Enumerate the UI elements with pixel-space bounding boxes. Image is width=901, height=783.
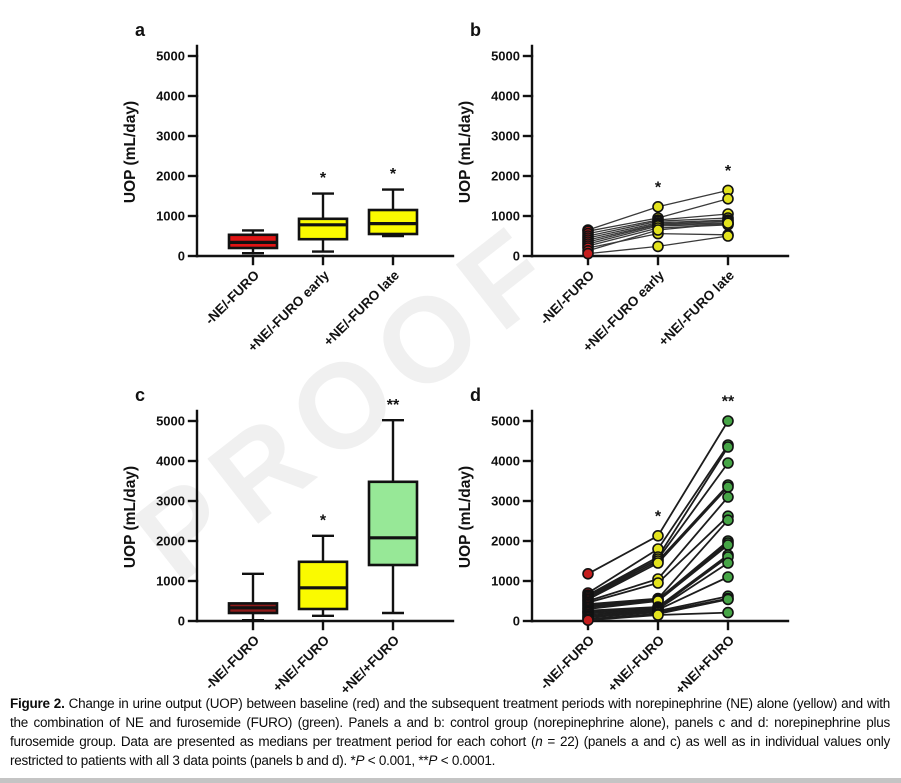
caption-segment: = 22) (panels a and c) as well as in ind… xyxy=(10,734,890,769)
data-point xyxy=(722,415,734,427)
y-tick-label: 5000 xyxy=(156,49,185,64)
y-tick-label: 1000 xyxy=(491,574,520,589)
y-tick-label: 2000 xyxy=(156,169,185,184)
data-point xyxy=(652,530,664,542)
significance-star: * xyxy=(655,179,662,196)
panel-c-letter: c xyxy=(135,385,146,405)
data-point xyxy=(722,571,734,583)
panel-d-chart: 0 1000 2000 3000 4000 5000 UOP (mL/day) -NE/-FU… xyxy=(457,394,790,698)
panel-c: c 0 1000 2000 3000 4000 5000 UOP (mL/day) -NE/-… xyxy=(105,371,565,716)
caption-segment: P xyxy=(428,753,438,769)
y-tick-label: 0 xyxy=(513,614,520,629)
box-c-2: ** xyxy=(367,397,419,615)
caption-segment: < 0.0001. xyxy=(437,753,496,769)
y-tick-label: 3000 xyxy=(491,494,520,509)
data-point xyxy=(582,568,594,580)
y-tick-label: 5000 xyxy=(491,414,520,429)
y-tick-label: 2000 xyxy=(491,169,520,184)
y-tick-label: 2000 xyxy=(491,534,520,549)
y-axis-label: UOP (mL/day) xyxy=(457,466,474,568)
panel-b-chart: 0 1000 2000 3000 4000 5000 UOP (mL/day) -NE/-FU… xyxy=(457,44,790,355)
x-tick-label: -NE/-FURO xyxy=(537,268,597,328)
significance-star: ** xyxy=(722,394,735,411)
significance-star: * xyxy=(390,166,397,183)
x-tick-label: +NE/+FURO xyxy=(672,633,737,698)
y-tick-label: 4000 xyxy=(491,454,520,469)
significance-star: * xyxy=(725,163,732,180)
significance-star: * xyxy=(320,170,327,187)
data-point xyxy=(652,201,664,213)
data-point xyxy=(652,557,664,569)
y-tick-label: 2000 xyxy=(156,534,185,549)
y-tick-label: 5000 xyxy=(491,49,520,64)
panel-b-letter: b xyxy=(470,20,481,40)
y-tick-label: 0 xyxy=(178,249,185,264)
y-tick-label: 0 xyxy=(513,249,520,264)
x-tick-label: +NE/-FURO xyxy=(270,633,332,695)
y-tick-label: 4000 xyxy=(491,89,520,104)
y-tick-label: 1000 xyxy=(491,209,520,224)
data-point xyxy=(722,217,734,229)
y-axis-label: UOP (mL/day) xyxy=(122,101,139,203)
box-a-0 xyxy=(227,229,279,255)
x-tick-label: -NE/-FURO xyxy=(202,633,262,693)
data-point xyxy=(582,247,594,260)
data-point xyxy=(722,593,734,606)
data-point xyxy=(722,481,734,493)
caption-segment: Change in urine output (UOP) between bas… xyxy=(10,696,891,750)
box-a-2: * xyxy=(367,166,419,238)
y-tick-label: 1000 xyxy=(156,209,185,224)
data-point xyxy=(722,230,734,242)
caption-segment: < 0.001, ** xyxy=(364,753,429,769)
x-tick-label: -NE/-FURO xyxy=(202,268,262,328)
panel-a: a 0 1000 2000 3000 4000 5000 UOP (mL/day) -NE/-… xyxy=(105,6,565,355)
data-point xyxy=(652,240,664,253)
y-tick-label: 3000 xyxy=(491,129,520,144)
data-point xyxy=(722,457,734,469)
data-point xyxy=(722,491,734,503)
panel-b: b 0 1000 2000 3000 4000 5000 UOP (mL/day) -NE/-… xyxy=(440,6,900,355)
x-tick-label: +NE/-FURO xyxy=(605,633,667,695)
caption-segment: P xyxy=(355,753,365,769)
data-point xyxy=(652,224,664,236)
x-tick-label: -NE/-FURO xyxy=(537,633,597,693)
data-point xyxy=(722,514,734,526)
significance-star: * xyxy=(655,508,662,525)
x-tick-label: +NE/-FURO late xyxy=(321,267,403,349)
panel-d-letter: d xyxy=(470,385,481,405)
y-axis-label: UOP (mL/day) xyxy=(122,466,139,568)
box-c-0 xyxy=(227,572,279,622)
y-tick-label: 0 xyxy=(178,614,185,629)
y-tick-label: 4000 xyxy=(156,454,185,469)
data-point xyxy=(722,539,734,551)
page-bottom-edge xyxy=(0,778,901,783)
data-point xyxy=(652,577,664,589)
figure-caption: Figure 2. Change in urine output (UOP) b… xyxy=(10,694,890,771)
panel-a-letter: a xyxy=(135,20,146,40)
y-tick-label: 5000 xyxy=(156,414,185,429)
y-tick-label: 1000 xyxy=(156,574,185,589)
data-point xyxy=(722,441,734,453)
figure-2: a 0 1000 2000 3000 4000 5000 UOP (mL/day) -NE/-… xyxy=(105,6,900,697)
y-axis-label: UOP (mL/day) xyxy=(457,101,474,203)
x-tick-label: +NE/-FURO late xyxy=(656,267,738,349)
panel-c-chart: 0 1000 2000 3000 4000 5000 UOP (mL/day) -NE/-FU… xyxy=(122,397,455,698)
significance-star: ** xyxy=(387,397,400,414)
significance-star: * xyxy=(320,512,327,529)
data-point xyxy=(722,606,734,619)
data-point xyxy=(722,193,734,205)
caption-segment: n xyxy=(535,734,543,750)
panel-d: d 0 1000 2000 3000 4000 5000 UOP (mL/day) -NE/-… xyxy=(440,371,900,716)
y-tick-label: 3000 xyxy=(156,129,185,144)
y-tick-label: 4000 xyxy=(156,89,185,104)
y-tick-label: 3000 xyxy=(156,494,185,509)
data-point xyxy=(722,557,734,569)
data-point xyxy=(652,609,664,621)
box-c-1: * xyxy=(297,512,349,618)
caption-segment: Figure 2. xyxy=(10,696,65,711)
data-point xyxy=(582,614,594,626)
box-a-1: * xyxy=(297,170,349,253)
panel-a-chart: 0 1000 2000 3000 4000 5000 UOP (mL/day) -NE/-FU… xyxy=(122,44,455,355)
x-tick-label: +NE/+FURO xyxy=(337,633,402,698)
